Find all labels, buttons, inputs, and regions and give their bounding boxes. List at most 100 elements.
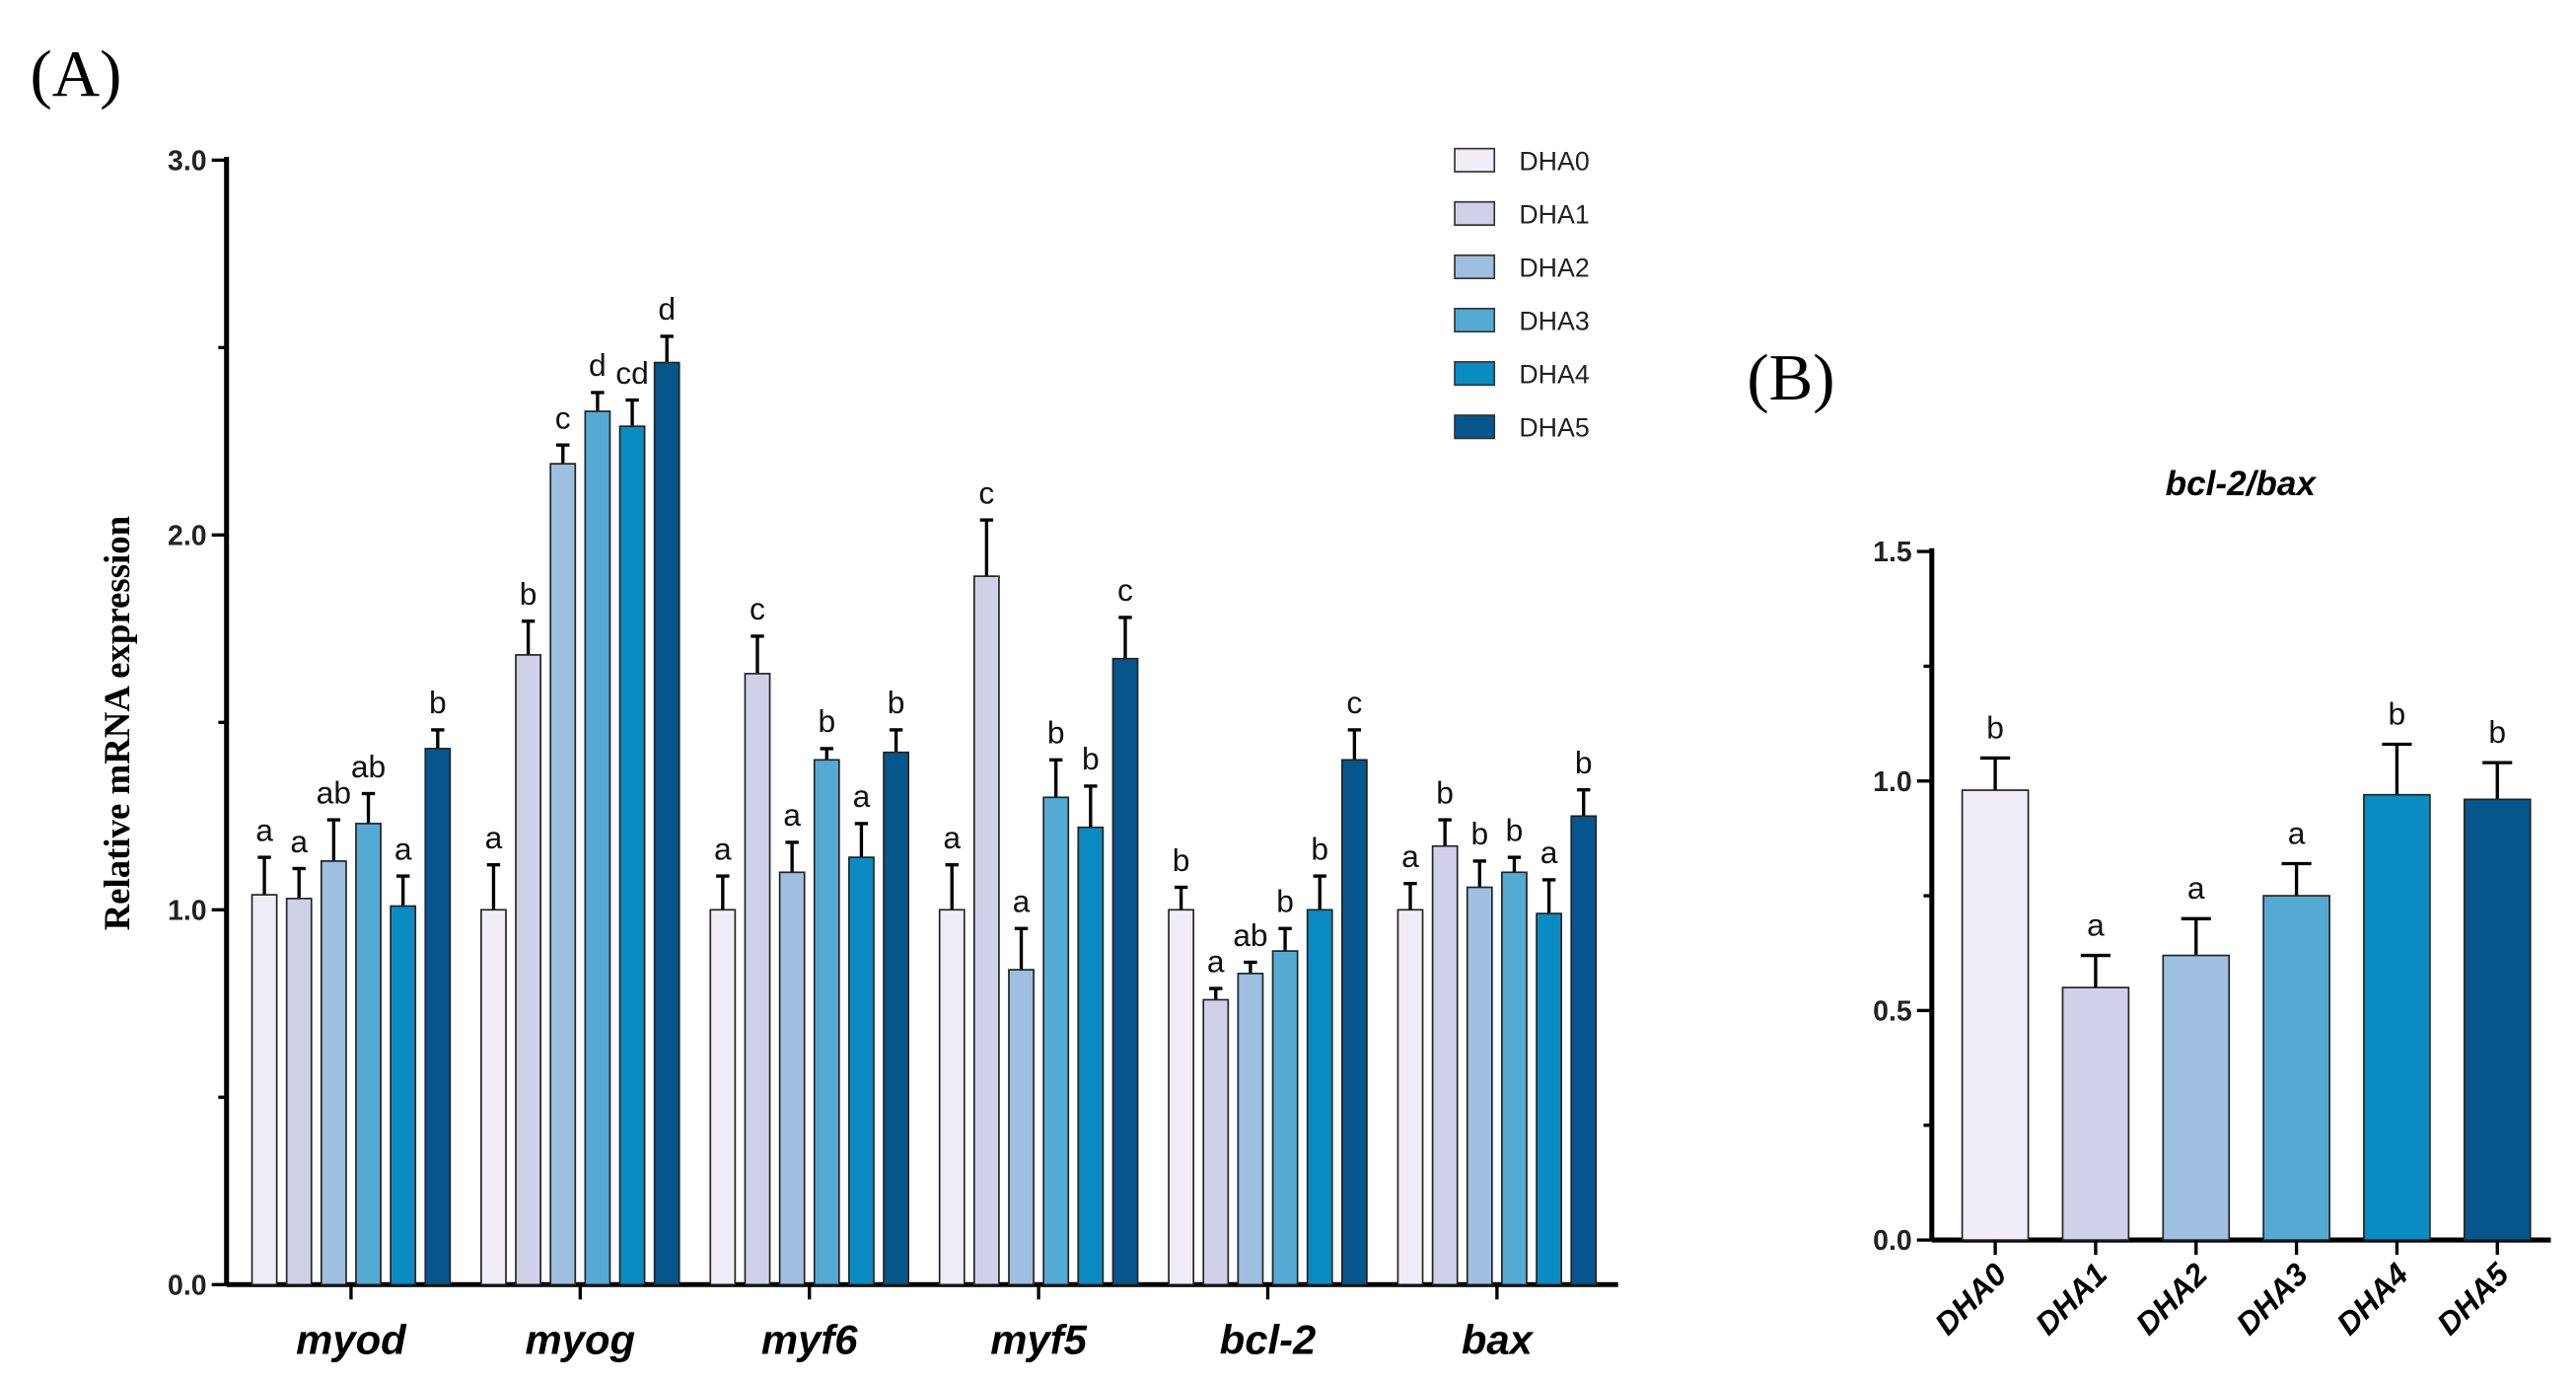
significance-letter: b xyxy=(1311,831,1328,866)
significance-letter: b xyxy=(1276,884,1294,919)
bar-dha5-myf5 xyxy=(1111,657,1139,1286)
bar-dha3-myog xyxy=(584,410,611,1286)
bar-dha2-bax xyxy=(1466,886,1493,1286)
significance-letter: b xyxy=(1506,812,1524,847)
significance-letter: b xyxy=(1470,816,1488,851)
bar-dha2-myf5 xyxy=(1008,969,1035,1286)
legend-label: DHA1 xyxy=(1519,199,1589,229)
legend-swatch-dha5 xyxy=(1454,414,1496,440)
significance-letter: b xyxy=(429,685,447,720)
bar-dha5-myf6 xyxy=(883,751,909,1286)
bar-dha5 xyxy=(2463,798,2532,1241)
panel-label-a: (A) xyxy=(31,37,122,110)
significance-letter: a xyxy=(1207,943,1225,979)
bar-dha4-myf6 xyxy=(848,856,875,1286)
bar-dha1-bcl-2 xyxy=(1202,998,1230,1286)
category-label: myf6 xyxy=(761,1317,858,1363)
significance-letter: a xyxy=(1540,835,1558,870)
category-label: myf5 xyxy=(990,1317,1087,1363)
bar-dha3-myf6 xyxy=(813,759,840,1286)
significance-letter: a xyxy=(714,831,732,866)
y-tick-label-b: 0.0 xyxy=(1873,1225,1912,1257)
significance-letter: a xyxy=(2288,815,2306,850)
category-label: bax xyxy=(1462,1317,1535,1363)
bar-dha3-myod xyxy=(355,823,382,1286)
y-tick-label-a: 3.0 xyxy=(168,145,207,177)
bar-dha0-myf6 xyxy=(709,909,737,1286)
significance-letter: ab xyxy=(1233,917,1267,953)
bar-dha1-myod xyxy=(285,898,313,1286)
bar-dha3-myf5 xyxy=(1042,796,1070,1286)
bar-dha2-myog xyxy=(549,463,577,1286)
significance-letter: b xyxy=(2389,695,2406,731)
significance-letter: a xyxy=(394,831,412,866)
bar-dha0-myog xyxy=(480,909,507,1286)
bar-dha3-bax xyxy=(1501,871,1528,1286)
significance-letter: b xyxy=(1082,741,1100,776)
bar-dha5-bcl-2 xyxy=(1340,759,1368,1286)
y-tick-label-b: 1.5 xyxy=(1873,537,1912,568)
panel-label-b: (B) xyxy=(1747,341,1834,414)
significance-letter: a xyxy=(485,820,503,855)
y-tick-label-b: 1.0 xyxy=(1873,766,1912,798)
y-tick-label-a: 1.0 xyxy=(168,895,207,926)
significance-letter: ab xyxy=(351,749,386,784)
y-tick-label-b: 0.5 xyxy=(1873,995,1912,1027)
bar-dha0-bax xyxy=(1396,909,1424,1286)
legend-swatch-dha0 xyxy=(1454,147,1496,173)
legend-label: DHA3 xyxy=(1519,307,1589,336)
bar-dha0-bcl-2 xyxy=(1168,909,1195,1286)
significance-letter: c xyxy=(1117,572,1133,608)
legend-label: DHA5 xyxy=(1519,413,1589,443)
bar-dha1-bax xyxy=(1431,844,1459,1286)
bar-dha4-myog xyxy=(618,425,646,1286)
significance-letter: b xyxy=(888,685,905,720)
significance-letter: b xyxy=(2488,714,2506,750)
category-label: DHA1 xyxy=(2029,1256,2114,1342)
bar-dha1-myf6 xyxy=(744,673,771,1286)
significance-letter: a xyxy=(1013,884,1031,919)
bar-dha4 xyxy=(2363,793,2431,1241)
category-label: myod xyxy=(296,1317,407,1363)
bar-dha5-myod xyxy=(424,748,452,1286)
bar-dha0-myf5 xyxy=(938,909,966,1286)
bar-dha3-bcl-2 xyxy=(1271,950,1299,1286)
significance-letter: b xyxy=(1436,774,1454,810)
significance-letter: b xyxy=(1575,745,1593,780)
y-tick-label-a: 2.0 xyxy=(168,520,207,551)
significance-letter: b xyxy=(818,703,835,739)
significance-letter: b xyxy=(1173,842,1190,878)
legend-label: DHA4 xyxy=(1519,360,1590,390)
significance-letter: c xyxy=(1346,685,1362,720)
significance-letter: b xyxy=(1047,715,1065,751)
legend: DHA0 DHA1 DHA2 DHA3 DHA4 DHA5 xyxy=(1454,146,1590,443)
significance-letter: c xyxy=(978,474,994,510)
significance-letter: a xyxy=(943,820,961,855)
legend-label: DHA0 xyxy=(1519,146,1589,176)
bar-dha4-myod xyxy=(390,905,417,1286)
significance-letter: b xyxy=(1986,709,2004,745)
category-label: DHA0 xyxy=(1928,1256,2014,1342)
significance-letter: c xyxy=(750,591,765,626)
category-label: DHA3 xyxy=(2229,1256,2315,1342)
bar-dha5-bax xyxy=(1570,815,1598,1286)
significance-letter: b xyxy=(520,576,537,612)
bar-dha1-myog xyxy=(515,654,541,1286)
bar-dha4-bcl-2 xyxy=(1306,909,1333,1286)
y-axis-label-a: Relative mRNA expression xyxy=(97,516,137,931)
bar-dha4-bax xyxy=(1536,912,1563,1286)
category-label: DHA4 xyxy=(2329,1256,2415,1342)
legend-swatch-dha4 xyxy=(1454,361,1496,387)
category-label: DHA5 xyxy=(2430,1255,2517,1342)
significance-letter: a xyxy=(2087,907,2105,942)
legend-swatch-dha1 xyxy=(1454,200,1496,226)
legend-swatch-dha2 xyxy=(1454,254,1496,280)
bar-dha2-bcl-2 xyxy=(1237,973,1264,1286)
significance-letter: c xyxy=(555,400,571,435)
bar-dha4-myf5 xyxy=(1077,826,1105,1286)
significance-letter: a xyxy=(853,778,871,814)
significance-letter: a xyxy=(783,797,801,833)
